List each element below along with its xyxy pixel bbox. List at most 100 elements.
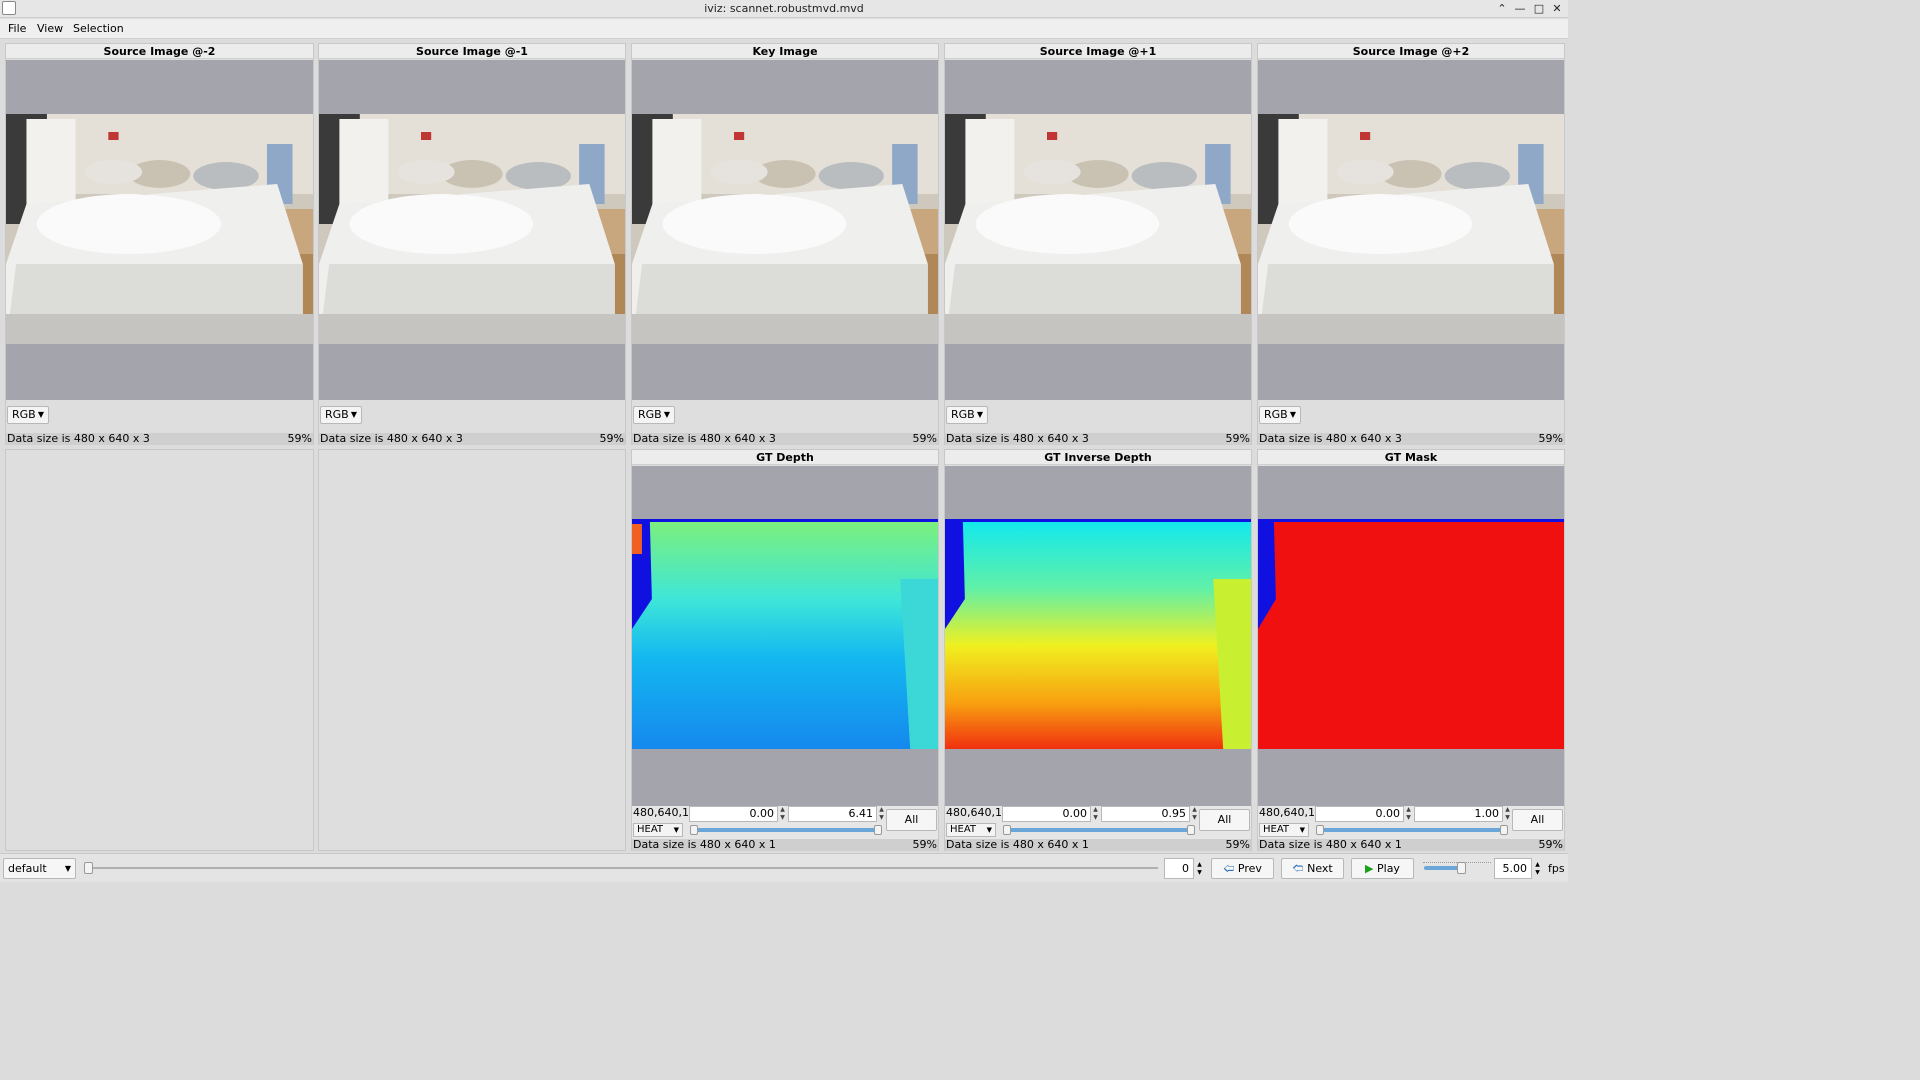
frame-spinner-arrows[interactable]: ▲ ▼ — [1197, 861, 1202, 876]
frame-slider-track[interactable] — [87, 867, 1158, 869]
image-viewport[interactable] — [945, 60, 1251, 400]
minimize-icon[interactable]: — — [1514, 2, 1526, 15]
panel-status: Data size is 480 x 640 x 3 59% — [945, 433, 1251, 445]
panel-title: Key Image — [632, 44, 938, 59]
dims-text: 480,640,1 — [946, 806, 1002, 819]
max-spinner-arrows[interactable]: ▲ ▼ — [1192, 806, 1197, 821]
range-slider-high-handle[interactable] — [874, 825, 882, 835]
range-slider-low-handle[interactable] — [1316, 825, 1324, 835]
speed-slider-handle[interactable] — [1457, 862, 1466, 874]
data-size-text: Data size is 480 x 640 x 3 — [946, 432, 1089, 445]
empty-panel-second — [318, 449, 626, 851]
color-mode-select[interactable]: RGB ▼ — [7, 406, 49, 424]
panel-gt-0: GT Depth 480,640,1 0.00 ▲ ▼ 6.41 ▲ ▼ All H… — [631, 449, 939, 851]
max-input[interactable]: 6.41 — [788, 806, 877, 822]
fps-spinner-arrows[interactable]: ▲ ▼ — [1535, 861, 1540, 876]
collapse-icon[interactable]: ⌃ — [1497, 2, 1507, 15]
play-button[interactable]: ▶ Play — [1351, 858, 1414, 879]
menu-selection[interactable]: Selection — [73, 22, 124, 35]
range-slider-low-handle[interactable] — [690, 825, 698, 835]
next-label: Next — [1307, 862, 1333, 875]
range-slider-high-handle[interactable] — [1187, 825, 1195, 835]
menu-file[interactable]: File — [8, 22, 27, 35]
panel-status: Data size is 480 x 640 x 1 59% — [945, 839, 1251, 851]
image-viewport[interactable] — [319, 60, 625, 400]
color-mode-value: RGB — [12, 408, 36, 421]
maximize-icon[interactable]: □ — [1533, 2, 1545, 15]
panel-source-3: Source Image @+1 RGB ▼ Data size is 480 … — [944, 43, 1252, 445]
panel-gt-2: GT Mask 480,640,1 0.00 ▲ ▼ 1.00 ▲ ▼ All HE… — [1257, 449, 1565, 851]
color-mode-select[interactable]: RGB ▼ — [1259, 406, 1301, 424]
panel-status: Data size is 480 x 640 x 3 59% — [6, 433, 313, 445]
range-slider-low-handle[interactable] — [1003, 825, 1011, 835]
min-spinner-arrows[interactable]: ▲ ▼ — [780, 806, 785, 821]
next-button[interactable]: 🢢 Next — [1281, 858, 1344, 879]
max-input[interactable]: 1.00 — [1414, 806, 1503, 822]
max-spinner-arrows[interactable]: ▲ ▼ — [879, 806, 884, 821]
bedroom-photo-0 — [6, 114, 313, 344]
panel-title: GT Inverse Depth — [945, 450, 1251, 465]
panel-status: Data size is 480 x 640 x 1 59% — [632, 839, 938, 851]
image-viewport[interactable] — [632, 60, 938, 400]
color-mode-select[interactable]: RGB ▼ — [633, 406, 675, 424]
image-viewport[interactable] — [1258, 60, 1564, 400]
color-mode-value: RGB — [325, 408, 349, 421]
range-all-button[interactable]: All — [886, 809, 937, 831]
play-icon: ▶ — [1365, 862, 1374, 875]
image-viewport[interactable] — [632, 466, 938, 806]
image-viewport[interactable] — [1258, 466, 1564, 806]
chevron-down-icon: ▼ — [64, 864, 71, 873]
color-mode-select[interactable]: RGB ▼ — [946, 406, 988, 424]
preset-select[interactable]: default ▼ — [3, 858, 76, 879]
colormap-select[interactable]: HEAT ▼ — [946, 823, 996, 837]
range-slider[interactable] — [1320, 828, 1504, 832]
color-mode-value: RGB — [638, 408, 662, 421]
data-size-text: Data size is 480 x 640 x 3 — [633, 432, 776, 445]
zoom-percent: 59% — [287, 432, 312, 445]
data-size-text: Data size is 480 x 640 x 3 — [7, 432, 150, 445]
panel-source-0: Source Image @-2 RGB ▼ Data size is 480 … — [5, 43, 314, 445]
max-input[interactable]: 0.95 — [1101, 806, 1190, 822]
depth-heatmap — [632, 519, 938, 749]
image-viewport[interactable] — [6, 60, 313, 400]
color-mode-select[interactable]: RGB ▼ — [320, 406, 362, 424]
chevron-down-icon: ▼ — [1299, 826, 1305, 834]
min-input[interactable]: 0.00 — [1002, 806, 1091, 822]
frame-input[interactable]: 0 — [1164, 858, 1194, 879]
colormap-controls: 480,640,1 0.00 ▲ ▼ 6.41 ▲ ▼ All HEAT ▼ — [632, 806, 938, 840]
range-all-button[interactable]: All — [1512, 809, 1563, 831]
min-spinner-arrows[interactable]: ▲ ▼ — [1093, 806, 1098, 821]
preset-value: default — [8, 862, 47, 875]
range-slider[interactable] — [694, 828, 878, 832]
range-all-button[interactable]: All — [1199, 809, 1250, 831]
panel-title: GT Mask — [1258, 450, 1564, 465]
play-label: Play — [1377, 862, 1400, 875]
mask-heatmap — [1258, 519, 1564, 749]
range-slider-high-handle[interactable] — [1500, 825, 1508, 835]
fps-input[interactable]: 5.00 — [1494, 858, 1532, 879]
panel-source-1: Source Image @-1 RGB ▼ Data size is 480 … — [318, 43, 626, 445]
zoom-percent: 59% — [912, 838, 937, 851]
max-spinner-arrows[interactable]: ▲ ▼ — [1505, 806, 1510, 821]
range-slider[interactable] — [1007, 828, 1191, 832]
min-spinner-arrows[interactable]: ▲ ▼ — [1406, 806, 1411, 821]
data-size-text: Data size is 480 x 640 x 1 — [633, 838, 776, 851]
panel-status: Data size is 480 x 640 x 3 59% — [1258, 433, 1564, 445]
colormap-select[interactable]: HEAT ▼ — [633, 823, 683, 837]
speed-slider-fill — [1424, 866, 1462, 870]
min-input[interactable]: 0.00 — [689, 806, 778, 822]
panel-status: Data size is 480 x 640 x 3 59% — [632, 433, 938, 445]
image-viewport[interactable] — [945, 466, 1251, 806]
empty-panel-left — [5, 449, 314, 851]
zoom-percent: 59% — [1538, 432, 1563, 445]
colormap-select[interactable]: HEAT ▼ — [1259, 823, 1309, 837]
frame-slider-handle[interactable] — [84, 862, 93, 874]
data-size-text: Data size is 480 x 640 x 1 — [946, 838, 1089, 851]
prev-button[interactable]: 🢠 Prev — [1211, 858, 1274, 879]
zoom-percent: 59% — [1538, 838, 1563, 851]
menu-view[interactable]: View — [37, 22, 64, 35]
chevron-down-icon: ▼ — [350, 410, 357, 419]
min-input[interactable]: 0.00 — [1315, 806, 1404, 822]
chevron-down-icon: ▼ — [1289, 410, 1296, 419]
close-icon[interactable]: ✕ — [1552, 2, 1562, 15]
